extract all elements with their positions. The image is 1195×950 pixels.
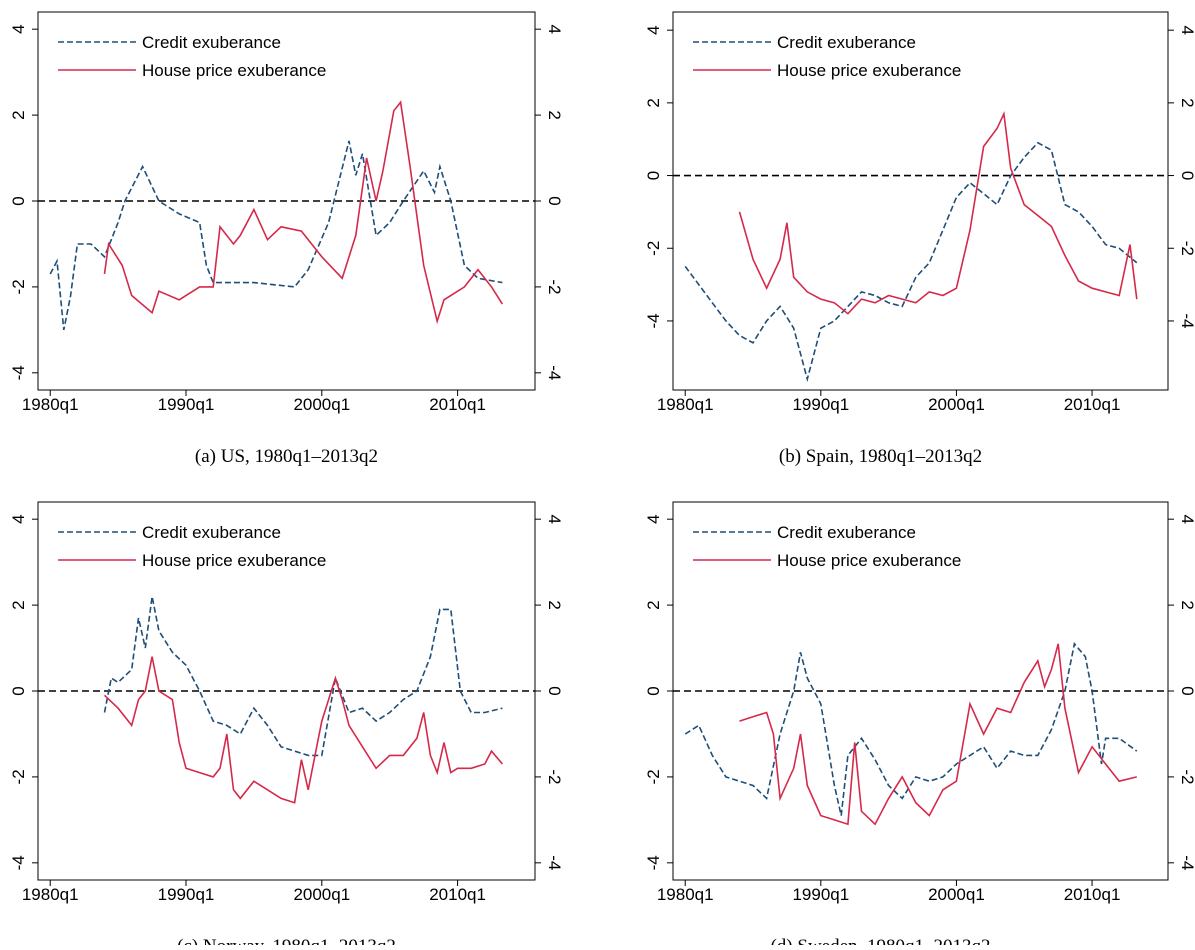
y-tick-label: -4: [9, 855, 28, 870]
y-tick-label: 2: [644, 98, 663, 107]
y2-tick-label: -4: [1178, 313, 1195, 328]
legend-label: Credit exuberance: [142, 523, 281, 542]
plot-frame: [672, 11, 1169, 391]
y-tick-label: 2: [9, 110, 28, 119]
y-tick-label: 2: [644, 600, 663, 609]
y-tick-label: -2: [9, 769, 28, 784]
x-tick-label: 2010q1: [429, 885, 486, 904]
caption: (d) Sweden, 1980q1–2013q2: [770, 936, 990, 945]
y2-tick-label: -4: [1178, 855, 1195, 870]
y2-tick-label: 0: [1178, 686, 1195, 695]
series-line: [738, 110, 1138, 315]
x-tick-label: 2000q1: [928, 395, 985, 414]
y2-tick-label: -2: [1178, 241, 1195, 256]
x-tick-label: 1990q1: [792, 395, 849, 414]
x-tick-label: 2010q1: [429, 395, 486, 414]
x-tick-label: 2010q1: [1064, 395, 1121, 414]
y-tick-label: 4: [9, 514, 28, 523]
y2-tick-label: 0: [545, 686, 564, 695]
series-line: [739, 643, 1137, 826]
y-tick-label: -2: [644, 241, 663, 256]
y2-tick-label: -2: [545, 279, 564, 294]
y-tick-label: 0: [644, 686, 663, 695]
y2-tick-label: 2: [1178, 600, 1195, 609]
series-line: [103, 656, 504, 804]
legend-label: Credit exuberance: [142, 33, 281, 52]
y-tick-label: 0: [9, 686, 28, 695]
y2-tick-label: 0: [545, 196, 564, 205]
y2-tick-label: 4: [1178, 514, 1195, 523]
x-tick-label: 1980q1: [657, 885, 714, 904]
series-line: [684, 642, 1138, 816]
x-tick-label: 1980q1: [22, 885, 79, 904]
series-line: [49, 140, 503, 331]
x-tick-label: 2000q1: [293, 395, 350, 414]
y-tick-label: 0: [9, 196, 28, 205]
x-tick-label: 1990q1: [792, 885, 849, 904]
series-line: [103, 596, 503, 757]
caption: (a) US, 1980q1–2013q2: [195, 446, 378, 467]
y2-tick-label: -2: [545, 769, 564, 784]
y2-tick-label: -2: [1178, 769, 1195, 784]
x-tick-label: 1990q1: [158, 395, 215, 414]
caption: (c) Norway, 1980q1–2013q2: [177, 936, 396, 945]
x-tick-label: 2000q1: [928, 885, 985, 904]
legend-label: House price exuberance: [777, 551, 961, 570]
y2-tick-label: -4: [545, 365, 564, 380]
x-tick-label: 2010q1: [1064, 885, 1121, 904]
y-tick-label: 4: [644, 514, 663, 523]
legend-label: House price exuberance: [142, 551, 326, 570]
y2-tick-label: 4: [545, 514, 564, 523]
y-tick-label: 2: [9, 600, 28, 609]
y2-tick-label: 2: [1178, 98, 1195, 107]
x-tick-label: 1980q1: [22, 395, 79, 414]
y-tick-label: -4: [9, 365, 28, 380]
y-tick-label: -4: [644, 855, 663, 870]
y-tick-label: -4: [644, 313, 663, 328]
x-tick-label: 2000q1: [293, 885, 350, 904]
caption: (b) Spain, 1980q1–2013q2: [779, 446, 982, 467]
legend-label: House price exuberance: [777, 61, 961, 80]
y2-tick-label: 2: [545, 110, 564, 119]
y2-tick-label: -4: [545, 855, 564, 870]
legend-label: House price exuberance: [142, 61, 326, 80]
x-tick-label: 1980q1: [657, 395, 714, 414]
y2-tick-label: 0: [1178, 171, 1195, 180]
y-tick-label: -2: [9, 279, 28, 294]
y2-tick-label: 2: [545, 600, 564, 609]
legend-label: Credit exuberance: [777, 523, 916, 542]
series-line: [103, 100, 504, 325]
y2-tick-label: 4: [545, 24, 564, 33]
y2-tick-label: 4: [1178, 25, 1195, 34]
y-tick-label: 0: [644, 171, 663, 180]
legend-label: Credit exuberance: [777, 33, 916, 52]
y-tick-label: -2: [644, 769, 663, 784]
x-tick-label: 1990q1: [158, 885, 215, 904]
y-tick-label: 4: [9, 24, 28, 33]
y-tick-label: 4: [644, 25, 663, 34]
